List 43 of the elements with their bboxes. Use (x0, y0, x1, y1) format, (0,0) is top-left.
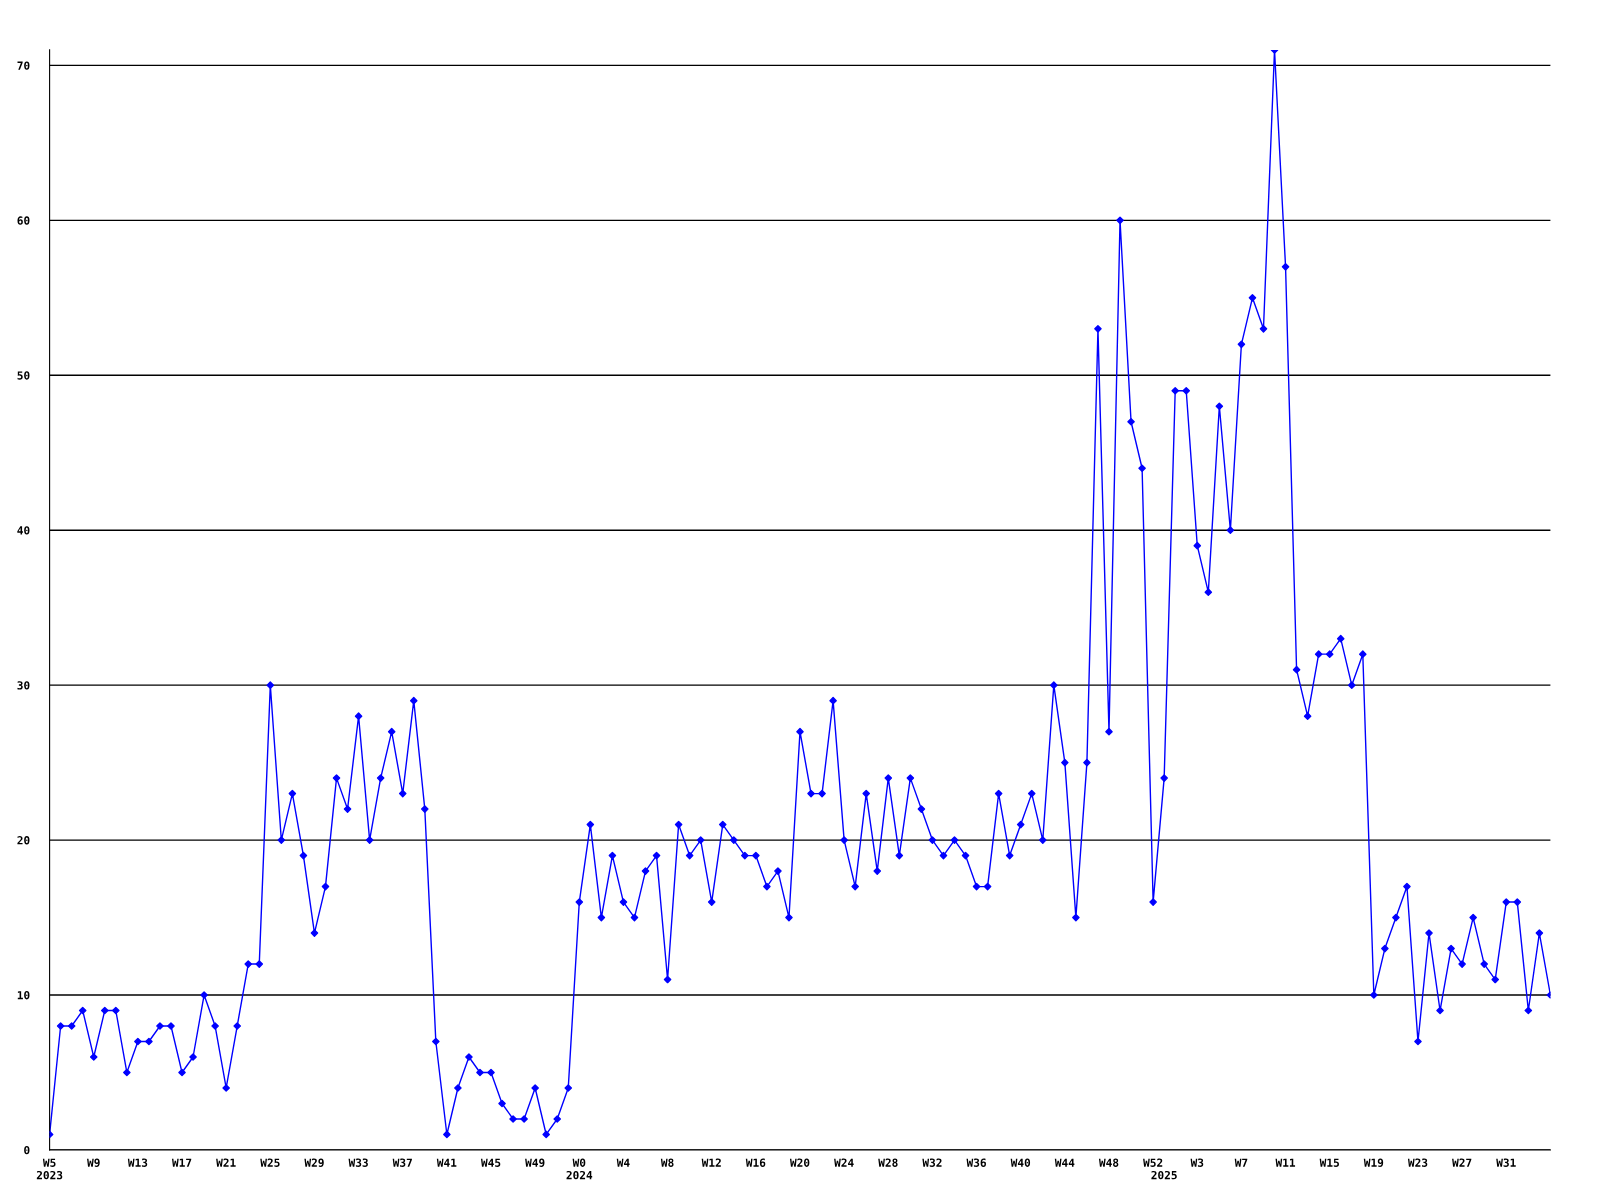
y-tick-label: 20 (17, 836, 30, 845)
x-tick-label: 2025 (1151, 1170, 1177, 1180)
x-tick-label: W24 (834, 1158, 854, 1167)
x-tick-label: W31 (1496, 1158, 1516, 1167)
x-tick-label: W44 (1054, 1158, 1075, 1167)
x-tick-label: W11 (1275, 1158, 1296, 1167)
y-tick-label: 40 (17, 526, 30, 535)
x-tick-label: W33 (348, 1158, 368, 1167)
x-tick-label: W21 (216, 1158, 236, 1167)
x-tick-label: W41 (436, 1158, 457, 1167)
y-tick-label: 0 (24, 1145, 30, 1155)
x-tick-label: W48 (1098, 1158, 1119, 1167)
x-tick-label: W7 (1234, 1158, 1248, 1167)
x-tick-label: W13 (127, 1158, 148, 1167)
x-tick-label: W49 (525, 1158, 545, 1167)
y-tick-label: 50 (17, 371, 30, 380)
x-tick-label: W3 (1190, 1158, 1204, 1167)
x-tick-label: W5 2023 (36, 1158, 63, 1180)
x-tick-label: W19 (1363, 1158, 1384, 1167)
x-tick-label: W16 (745, 1158, 766, 1167)
x-tick-label: W32 (922, 1158, 942, 1167)
x-tick-label: W36 (966, 1158, 986, 1167)
x-tick-label: W20 (789, 1158, 810, 1167)
x-tick-label: W23 (1407, 1158, 1428, 1167)
y-tick-label: 10 (17, 991, 30, 1000)
x-tick-label: W29 (304, 1158, 324, 1167)
x-tick-label: W15 (1319, 1158, 1339, 1167)
x-tick-label: W40 (1010, 1158, 1031, 1167)
x-tick-label: W28 (878, 1158, 898, 1167)
y-tick-label: 70 (17, 61, 30, 70)
x-tick-label: W37 (392, 1158, 412, 1167)
x-tick-label: W4 (616, 1158, 630, 1167)
x-tick-label: W8 (660, 1158, 674, 1167)
x-tick-label: W12 (701, 1158, 721, 1167)
y-tick-label: 30 (17, 681, 30, 690)
x-tick-label: W27 (1452, 1158, 1472, 1167)
x-tick-label: W9 (87, 1158, 100, 1167)
x-tick-label: W0 2024 (566, 1158, 593, 1180)
y-tick-label: 60 (17, 216, 30, 225)
x-tick-label: W17 (171, 1158, 192, 1167)
x-tick-label: W52 (1143, 1158, 1163, 1167)
x-tick-label: W25 (260, 1158, 280, 1167)
x-tick-label: W45 (480, 1158, 501, 1167)
